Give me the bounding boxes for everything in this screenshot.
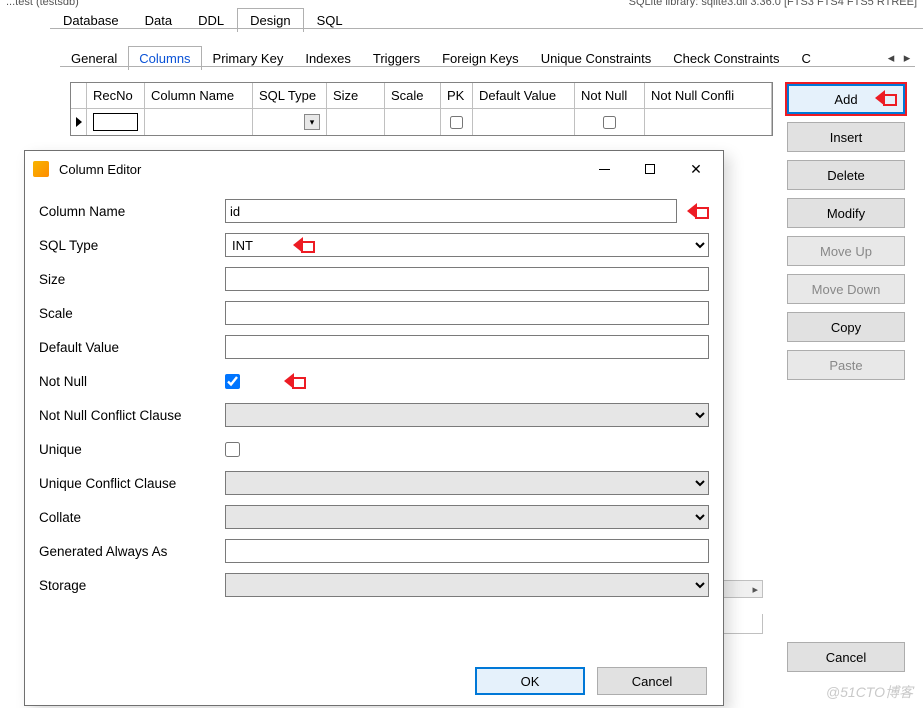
col-size[interactable]: Size <box>327 83 385 109</box>
cell-size[interactable] <box>327 109 385 135</box>
label-default-value: Default Value <box>39 340 225 355</box>
row-indicator-icon <box>71 109 87 135</box>
label-unique-conflict: Unique Conflict Clause <box>39 476 225 491</box>
dialog-buttons: OK Cancel <box>475 667 707 695</box>
not-null-checkbox[interactable] <box>603 116 616 129</box>
highlight-add-arrow-icon <box>875 90 897 109</box>
pk-checkbox[interactable] <box>450 116 463 129</box>
highlight-column-name-arrow-icon <box>687 203 709 219</box>
sub-tab-line <box>60 66 915 67</box>
dialog-body: Column Name SQL Type INT Size Scale Defa… <box>25 187 723 597</box>
col-default-value[interactable]: Default Value <box>473 83 575 109</box>
cell-recno[interactable] <box>87 109 145 135</box>
copy-button[interactable]: Copy <box>787 312 905 342</box>
label-scale: Scale <box>39 306 225 321</box>
scale-input[interactable] <box>225 301 709 325</box>
sql-type-dropdown-icon[interactable]: ▾ <box>304 114 320 130</box>
columns-grid: RecNo Column Name SQL Type Size Scale PK… <box>70 82 773 136</box>
label-storage: Storage <box>39 578 225 593</box>
label-sql-type: SQL Type <box>39 238 225 253</box>
dialog-title: Column Editor <box>55 162 581 177</box>
minimize-icon[interactable] <box>581 154 627 184</box>
insert-button[interactable]: Insert <box>787 122 905 152</box>
outer-cancel-button[interactable]: Cancel <box>787 642 905 672</box>
col-sql-type[interactable]: SQL Type <box>253 83 327 109</box>
side-button-panel: Add Insert Delete Modify Move Up Move Do… <box>787 84 905 380</box>
tab-nav-right-icon[interactable]: ▸ <box>899 50 915 66</box>
collate-select[interactable] <box>225 505 709 529</box>
label-generated: Generated Always As <box>39 544 225 559</box>
dialog-titlebar[interactable]: Column Editor ✕ <box>25 151 723 187</box>
highlight-sql-type-arrow-icon <box>293 237 315 253</box>
not-null-dialog-checkbox[interactable] <box>225 374 240 389</box>
table-row[interactable]: ▾ <box>71 109 772 135</box>
header-left-text: ...test (testsdb) <box>6 0 79 8</box>
cell-scale[interactable] <box>385 109 441 135</box>
unique-conflict-select[interactable] <box>225 471 709 495</box>
header-right-text: SQLite library: sqlite3.dll 3.36.0 [FTS3… <box>629 0 917 8</box>
tab-nav-left-icon[interactable]: ◂ <box>883 50 899 66</box>
storage-select[interactable] <box>225 573 709 597</box>
col-recno[interactable]: RecNo <box>87 83 145 109</box>
cell-default[interactable] <box>473 109 575 135</box>
row-indicator-header <box>71 83 87 109</box>
move-down-button[interactable]: Move Down <box>787 274 905 304</box>
window-header: ...test (testsdb) SQLite library: sqlite… <box>0 0 923 8</box>
cancel-button[interactable]: Cancel <box>597 667 707 695</box>
col-column-name[interactable]: Column Name <box>145 83 253 109</box>
maximize-icon[interactable] <box>627 154 673 184</box>
col-scale[interactable]: Scale <box>385 83 441 109</box>
recno-edit[interactable] <box>93 113 138 131</box>
label-collate: Collate <box>39 510 225 525</box>
size-input[interactable] <box>225 267 709 291</box>
label-not-null: Not Null <box>39 374 225 389</box>
label-unique: Unique <box>39 442 225 457</box>
scroll-right-icon[interactable]: ▸ <box>748 583 762 596</box>
paste-button[interactable]: Paste <box>787 350 905 380</box>
close-icon[interactable]: ✕ <box>673 154 719 184</box>
delete-button[interactable]: Delete <box>787 160 905 190</box>
nn-conflict-select[interactable] <box>225 403 709 427</box>
default-value-input[interactable] <box>225 335 709 359</box>
generated-input[interactable] <box>225 539 709 563</box>
label-nn-conflict: Not Null Conflict Clause <box>39 408 225 423</box>
watermark: @51CTO博客 <box>826 682 913 702</box>
cell-not-null[interactable] <box>575 109 645 135</box>
top-tab-line <box>50 28 923 29</box>
grid-header-row: RecNo Column Name SQL Type Size Scale PK… <box>71 83 772 109</box>
col-not-null[interactable]: Not Null <box>575 83 645 109</box>
ok-button[interactable]: OK <box>475 667 585 695</box>
cell-pk[interactable] <box>441 109 473 135</box>
highlight-not-null-arrow-icon <box>284 373 306 389</box>
label-column-name: Column Name <box>39 204 225 219</box>
label-size: Size <box>39 272 225 287</box>
cell-column-name[interactable] <box>145 109 253 135</box>
cell-nn-conflict[interactable] <box>645 109 772 135</box>
col-not-null-conflict[interactable]: Not Null Confli <box>645 83 772 109</box>
move-up-button[interactable]: Move Up <box>787 236 905 266</box>
column-editor-dialog: Column Editor ✕ Column Name SQL Type INT… <box>24 150 724 706</box>
col-pk[interactable]: PK <box>441 83 473 109</box>
column-name-input[interactable] <box>225 199 677 223</box>
cell-sql-type[interactable]: ▾ <box>253 109 327 135</box>
dialog-icon <box>33 161 49 177</box>
modify-button[interactable]: Modify <box>787 198 905 228</box>
unique-checkbox[interactable] <box>225 442 240 457</box>
